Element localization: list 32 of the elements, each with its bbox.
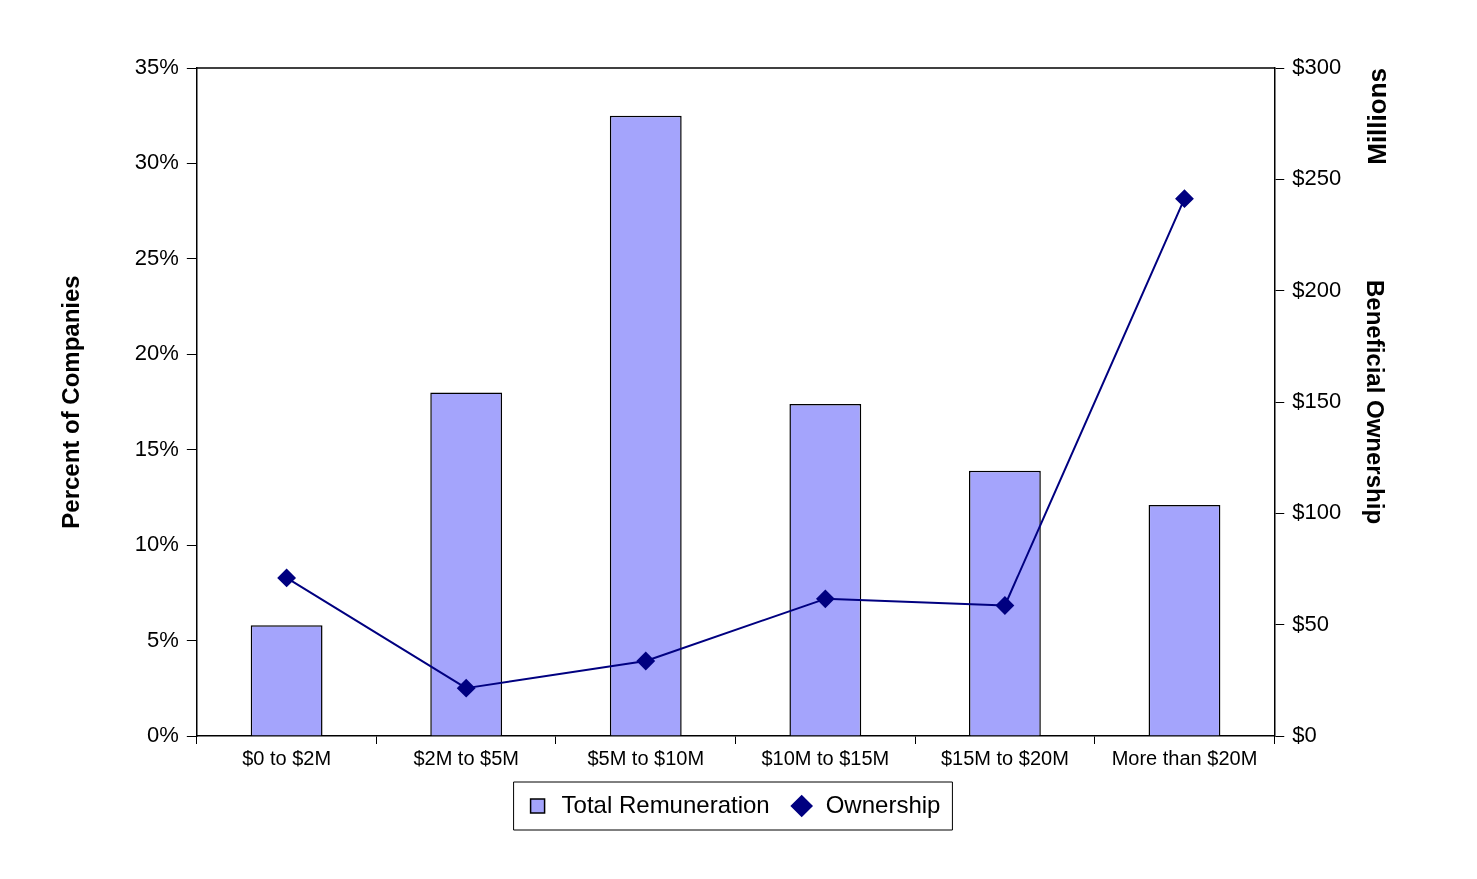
y-tick-label: 10% [134,531,179,557]
y2-tick-label: $0 [1292,722,1317,748]
y-tick-label: 5% [147,626,179,652]
y-tick-label: 35% [134,54,179,80]
y2-axis-title: Beneficial Ownership [1361,279,1389,525]
y2-tick-label: $250 [1292,165,1342,191]
point [1175,189,1194,208]
legend-label: Ownership [825,790,941,818]
point [457,679,476,698]
x-tick-label: $10M to $15M [761,746,890,769]
y-axis-title: Percent of Companies [57,275,85,529]
y2-tick-label: $200 [1292,276,1342,302]
y2-tick-label: $50 [1292,610,1329,636]
y-tick-label: 30% [134,149,179,175]
x-tick-label: $2M to $5M [413,746,519,769]
x-tick-label: $15M to $20M [940,746,1069,769]
y2-tick-label: $100 [1292,499,1342,525]
point [636,651,655,670]
point [277,568,296,587]
y2-tick-label: $150 [1292,388,1342,414]
point [816,589,835,608]
legend-label: Total Remuneration [561,790,770,818]
y-tick-label: 15% [134,435,179,461]
y-tick-label: 20% [134,340,179,366]
y-tick-label: 25% [134,244,179,270]
text: Millions [1362,68,1393,165]
y2-tick-label: $300 [1292,54,1342,80]
y-tick-label: 0% [147,722,179,748]
x-tick-label: $0 to $2M [242,746,332,769]
point [995,596,1014,615]
x-tick-label: $5M to $10M [587,746,705,769]
x-tick-label: More than $20M [1111,746,1258,769]
